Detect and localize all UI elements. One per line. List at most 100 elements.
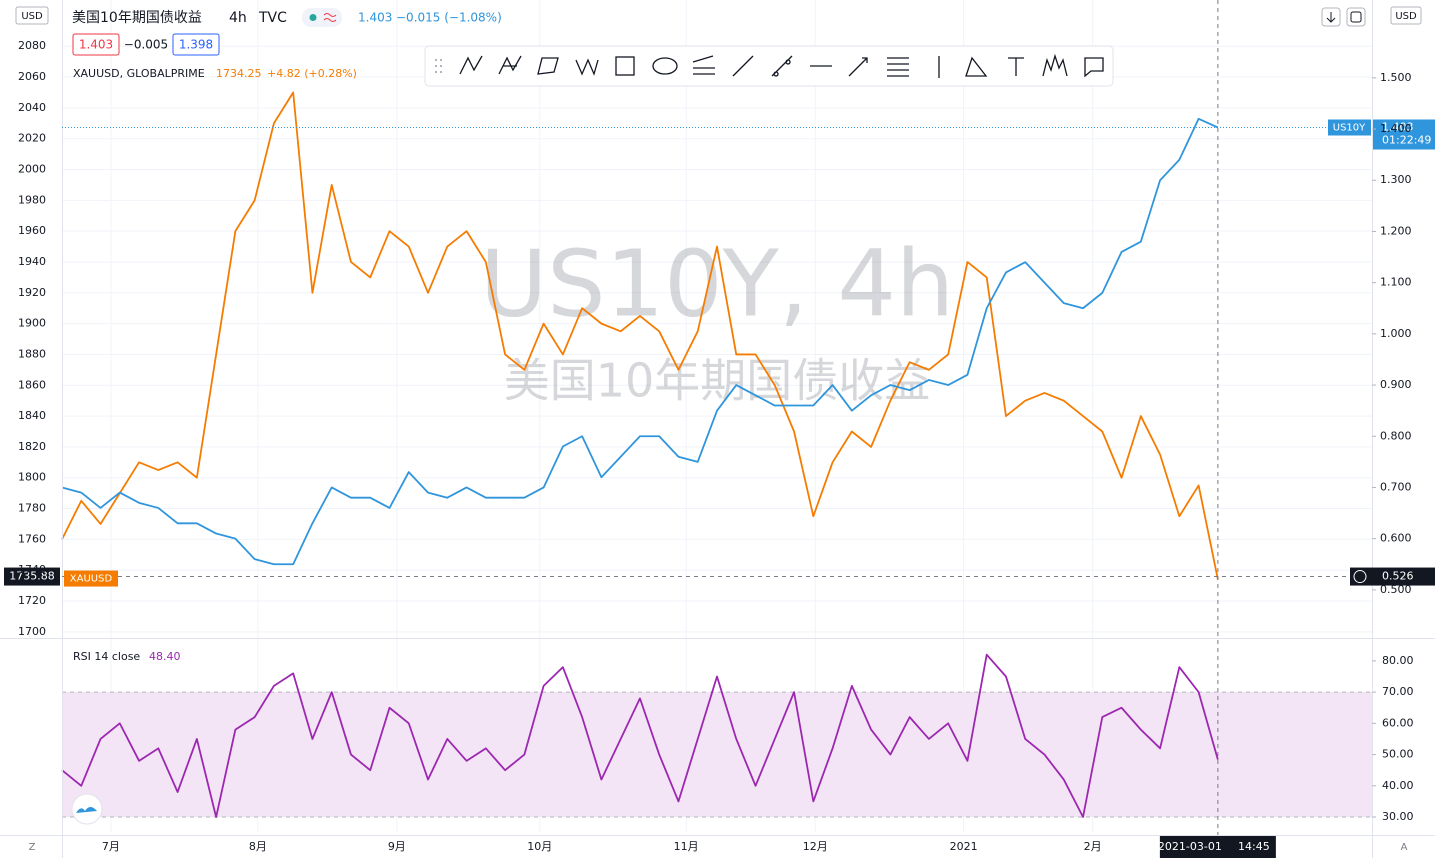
- tool-icon[interactable]: [1084, 57, 1104, 78]
- y-tick-label: 1900: [18, 317, 46, 330]
- y2-tick-label: 0.500: [1380, 583, 1412, 596]
- tool-icon[interactable]: [575, 58, 599, 76]
- y-tick-label: 1980: [18, 193, 46, 206]
- tool-icon[interactable]: [498, 55, 522, 75]
- crosshair-left-bg: [4, 567, 60, 586]
- source: TVC: [258, 10, 287, 26]
- y-tick-label: 2080: [18, 39, 46, 52]
- crosshair-time: 14:45: [1238, 840, 1270, 853]
- currency-label: USD: [21, 11, 43, 22]
- y-tick-label: 2040: [18, 101, 46, 114]
- price-tag-value: 1.403: [1382, 120, 1414, 133]
- rsi-band: [62, 692, 1372, 818]
- fullscreen-button[interactable]: [1346, 7, 1366, 27]
- tool-icon[interactable]: [732, 55, 754, 77]
- toolbar-bg: [424, 45, 1114, 87]
- bid: 1.403: [79, 38, 113, 52]
- ask-box[interactable]: [172, 33, 220, 56]
- bid-box[interactable]: [72, 33, 120, 56]
- logo-icon: [76, 807, 97, 813]
- compare-tag-bg: [64, 570, 118, 587]
- y-tick-label: 1700: [18, 625, 46, 638]
- rsi-last: 48.40: [149, 650, 181, 663]
- y-tick-label: 2020: [18, 132, 46, 145]
- z-button[interactable]: Z: [29, 842, 36, 853]
- rsi-tick-label: 70.00: [1382, 685, 1414, 698]
- status-pill: [302, 8, 342, 27]
- series-line: [61, 91, 1219, 580]
- tool-icon[interactable]: [965, 56, 988, 77]
- crosshair-right: 0.526: [1382, 570, 1414, 583]
- x-tick-label: 2021: [950, 840, 978, 853]
- compare-title: XAUUSD, GLOBALPRIME: [73, 67, 205, 80]
- tool-icon[interactable]: [692, 55, 715, 75]
- auto-button[interactable]: A: [1401, 842, 1408, 853]
- price-tag-countdown: 01:22:49: [1382, 133, 1431, 146]
- x-tick-label: 10月: [527, 840, 552, 853]
- header-last: 1.403: [358, 11, 392, 25]
- crosshair-right-bg: [1350, 567, 1435, 586]
- x-tick-label: 8月: [249, 840, 267, 853]
- x-tick-label: 12月: [803, 840, 828, 853]
- y2-tick-label: 1.400: [1380, 122, 1412, 135]
- ask: 1.398: [179, 38, 213, 52]
- y-tick-label: 1740: [18, 563, 46, 576]
- status-dot: [309, 14, 317, 21]
- tool-icon[interactable]: [537, 57, 559, 75]
- y-tick-label: 1720: [18, 594, 46, 607]
- currency-badge-right[interactable]: [1390, 6, 1422, 25]
- rsi-tick-label: 30.00: [1382, 810, 1414, 823]
- header-change: −0.015 (−1.08%): [396, 11, 502, 25]
- interval: 4h: [229, 10, 247, 26]
- toolbar-grip: [435, 59, 442, 73]
- y2-tick-label: 1.000: [1380, 327, 1412, 340]
- y2-tick-label: 0.800: [1380, 429, 1412, 442]
- y2-tick-label: 0.700: [1380, 480, 1412, 493]
- y-tick-label: 2000: [18, 163, 46, 176]
- y-tick-label: 1820: [18, 440, 46, 453]
- compare-last: 1734.25: [216, 67, 262, 80]
- series-line: [61, 653, 1219, 818]
- y-tick-label: 1860: [18, 378, 46, 391]
- price-tag-name: US10Y: [1333, 122, 1366, 133]
- spread: −0.005: [124, 38, 168, 52]
- fullscreen-icon: [1350, 11, 1362, 23]
- currency-label-right: USD: [1395, 11, 1417, 22]
- watermark-sub: 美国10年期国债收益: [504, 354, 931, 408]
- y-tick-label: 1840: [18, 409, 46, 422]
- series-line: [61, 117, 1219, 566]
- tool-icon[interactable]: [887, 57, 909, 77]
- drawing-toolbar: [424, 45, 1114, 87]
- arrow-icon: [1326, 12, 1336, 23]
- crosshair-left: 1735.88: [9, 570, 55, 583]
- delay-icon: [323, 13, 337, 22]
- tool-icon[interactable]: [652, 57, 678, 75]
- compare-tag: XAUUSD: [70, 574, 113, 585]
- y2-tick-label: 1.300: [1380, 173, 1412, 186]
- y2-tick-label: 1.200: [1380, 224, 1412, 237]
- y2-tick-label: 1.100: [1380, 276, 1412, 289]
- main-layer: [61, 91, 1219, 818]
- tool-icon[interactable]: [848, 57, 868, 77]
- crosshair-date-bg: [1159, 836, 1276, 858]
- x-tick-label: 2月: [1084, 840, 1102, 853]
- y-tick-label: 1960: [18, 224, 46, 237]
- price-tag-name-bg: [1328, 119, 1371, 136]
- currency-badge[interactable]: [15, 6, 49, 25]
- compare-change: +4.82 (+0.28%): [267, 67, 357, 80]
- tool-icon[interactable]: [615, 56, 635, 76]
- y2-tick-label: 1.500: [1380, 71, 1412, 84]
- x-tick-label: 9月: [388, 840, 406, 853]
- y-tick-label: 1800: [18, 471, 46, 484]
- tool-icon[interactable]: [771, 55, 793, 77]
- tool-icon[interactable]: [459, 55, 483, 75]
- rsi-tick-label: 60.00: [1382, 716, 1414, 729]
- crosshair-date: 2021-03-01: [1158, 840, 1222, 853]
- y-tick-label: 1920: [18, 286, 46, 299]
- price-tag-bg: [1373, 119, 1435, 150]
- rsi-tick-label: 50.00: [1382, 748, 1414, 761]
- tool-icon[interactable]: [1042, 53, 1068, 77]
- tool-icon[interactable]: [1008, 57, 1024, 76]
